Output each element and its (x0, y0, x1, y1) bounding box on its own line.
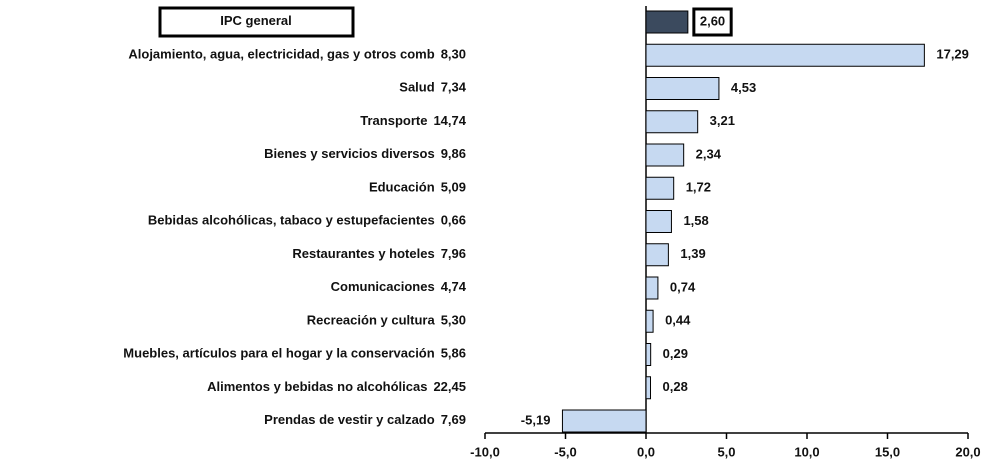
bar (645, 343, 652, 366)
bar (561, 409, 647, 433)
category-name: Transporte (360, 113, 427, 128)
category-weight: 22,45 (433, 379, 466, 394)
category-label: Muebles, artículos para el hogar y la co… (123, 346, 466, 361)
category-name: Salud (399, 80, 434, 95)
category-weight: 14,74 (433, 113, 466, 128)
category-weight: 4,74 (441, 279, 467, 294)
bar (645, 143, 685, 167)
x-tick-label: 0,0 (637, 444, 655, 459)
bar (645, 10, 689, 34)
value-label: 2,34 (696, 146, 722, 161)
value-label: 2,60 (700, 13, 725, 28)
category-label: Educación 5,09 (369, 180, 466, 195)
category-name: Bienes y servicios diversos (264, 146, 435, 161)
category-label: Restaurantes y hoteles 7,96 (292, 246, 466, 261)
value-label: 3,21 (710, 113, 735, 128)
category-weight: 7,69 (441, 412, 466, 427)
category-weight: 0,66 (441, 213, 466, 228)
bar (645, 210, 672, 233)
value-label: 0,44 (665, 313, 691, 328)
category-weight: 8,30 (441, 47, 466, 62)
bar (645, 276, 659, 300)
x-tick-label: 20,0 (955, 444, 980, 459)
bar (645, 110, 699, 134)
category-name: Comunicaciones (331, 279, 435, 294)
category-label: Comunicaciones 4,74 (331, 279, 467, 294)
category-label: Salud 7,34 (399, 80, 466, 95)
x-tick-label: -10,0 (470, 444, 500, 459)
category-label: Bienes y servicios diversos 9,86 (264, 146, 466, 161)
category-weight: 5,09 (441, 180, 466, 195)
category-weight: 7,96 (441, 246, 466, 261)
category-label: Alojamiento, agua, electricidad, gas y o… (128, 47, 466, 62)
category-name: Muebles, artículos para el hogar y la co… (123, 346, 434, 361)
value-label: 4,53 (731, 80, 756, 95)
category-weight: 5,86 (441, 346, 466, 361)
category-name: Recreación y cultura (307, 313, 436, 328)
value-label: 1,72 (686, 180, 711, 195)
category-weight: 5,30 (441, 313, 466, 328)
x-tick-label: 5,0 (717, 444, 735, 459)
highlight-value-box (692, 7, 733, 37)
value-label: -5,19 (521, 412, 551, 427)
x-tick-label: 15,0 (875, 444, 900, 459)
category-name: Restaurantes y hoteles (292, 246, 434, 261)
bar (645, 243, 669, 267)
category-weight: 7,34 (441, 80, 467, 95)
category-name: Educación (369, 180, 435, 195)
category-name: Alojamiento, agua, electricidad, gas y o… (128, 47, 434, 62)
category-label: Recreación y cultura 5,30 (307, 313, 466, 328)
bar (645, 376, 652, 400)
category-name: Bebidas alcohólicas, tabaco y estupefaci… (148, 213, 435, 228)
value-label: 0,74 (670, 279, 696, 294)
category-label: Alimentos y bebidas no alcohólicas 22,45 (207, 379, 466, 394)
x-tick-label: -5,0 (554, 444, 576, 459)
category-label: Prendas de vestir y calzado 7,69 (264, 412, 466, 427)
value-label: 0,29 (663, 346, 688, 361)
highlight-label-box (158, 6, 355, 38)
value-label: 0,28 (663, 379, 688, 394)
bar (645, 176, 675, 200)
category-name: Alimentos y bebidas no alcohólicas (207, 379, 427, 394)
bar (645, 309, 654, 333)
x-tick-label: 10,0 (794, 444, 819, 459)
value-label: 17,29 (936, 47, 969, 62)
bar (645, 43, 925, 67)
category-weight: 9,86 (441, 146, 466, 161)
bar (645, 77, 720, 100)
category-name: IPC general (220, 13, 292, 28)
category-label: Bebidas alcohólicas, tabaco y estupefaci… (148, 213, 466, 228)
value-label: 1,58 (683, 213, 708, 228)
value-label: 1,39 (680, 246, 705, 261)
category-label: Transporte 14,74 (360, 113, 466, 128)
category-label: IPC general (220, 13, 292, 28)
category-name: Prendas de vestir y calzado (264, 412, 435, 427)
